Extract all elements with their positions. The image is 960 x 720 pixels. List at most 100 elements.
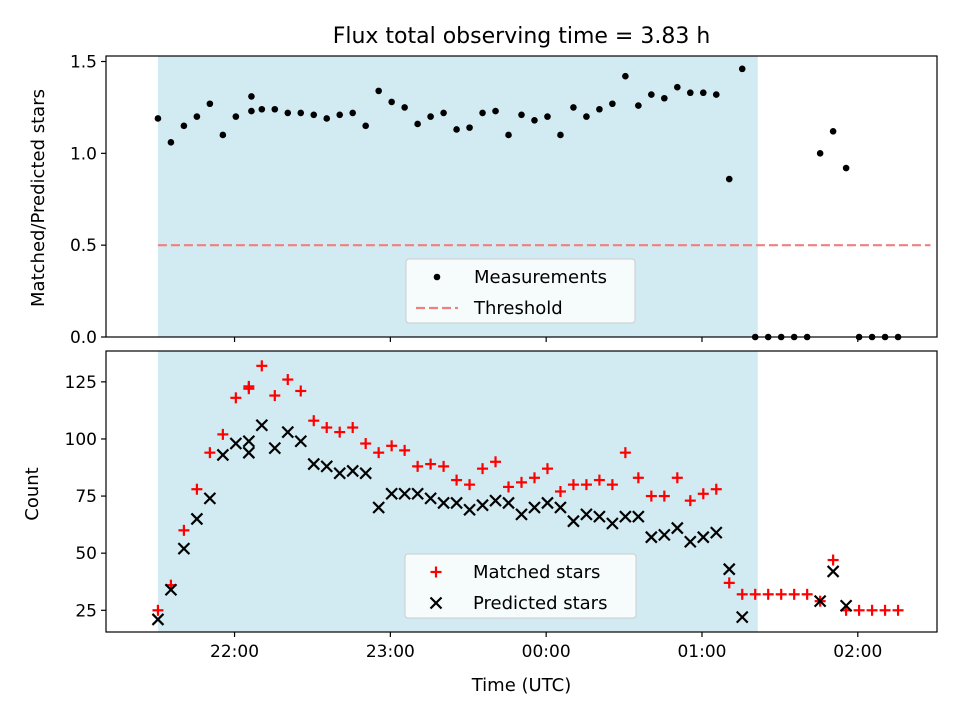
ratio-dot-point-16 (349, 109, 357, 117)
count-x-point-45 (722, 562, 736, 576)
count-x-point-38 (632, 510, 645, 523)
ratio-dot-point-45 (725, 175, 733, 183)
xtick-label-3: 01:00 (677, 642, 726, 662)
count-plus-point-13 (308, 415, 320, 427)
count-plus-point-51 (801, 588, 813, 600)
legend-predicted-icon (429, 596, 443, 610)
count-plus-point-50 (788, 588, 800, 600)
count-x-point-7 (242, 434, 256, 448)
count-x-point-27 (489, 494, 502, 507)
count-x-point-24 (450, 496, 463, 510)
ratio-dot-point-22 (427, 113, 434, 120)
count-x-point-20 (398, 487, 411, 501)
ratio-legend-label-1: Threshold (473, 298, 563, 319)
count-x-point-22 (424, 492, 437, 505)
count-axes: 25 50 75 100 125 22:00 23:00 00:00 01:00 02:00 (65, 350, 938, 662)
count-plus-point-3 (191, 483, 203, 495)
ratio-dot-point-46 (738, 65, 746, 73)
count-x-point-41 (671, 521, 684, 535)
ratio-dot-point-27 (492, 107, 499, 115)
count-plus-point-55 (853, 604, 865, 616)
count-plus-point-43 (697, 488, 709, 500)
ratio-dot-point-11 (284, 109, 292, 117)
count-x-point-23 (437, 496, 450, 510)
ratio-dot-point-34 (583, 113, 590, 120)
ratio-dot-point-37 (622, 72, 629, 80)
count-plus-point-48 (762, 588, 774, 600)
count-plus-point-17 (360, 438, 372, 450)
count-plus-point-6 (230, 392, 242, 404)
count-plus-point-53 (827, 554, 839, 566)
ratio-ytick-label-1: 0.5 (70, 236, 97, 256)
count-ytick-label-3: 100 (65, 430, 97, 450)
ratio-dot-point-52 (816, 150, 824, 157)
count-x-point-2 (177, 542, 191, 555)
count-x-point-16 (346, 464, 359, 478)
count-plus-point-44 (710, 483, 722, 495)
count-plus-point-23 (438, 460, 450, 472)
ratio-dot-point-14 (323, 115, 331, 122)
ratio-legend: Measurements Threshold (405, 258, 636, 324)
count-plus-point-47 (749, 588, 761, 600)
count-frame (105, 350, 938, 633)
count-plus-point-4 (204, 447, 216, 459)
count-plus-point-14 (321, 422, 333, 434)
count-plus-point-41 (671, 472, 683, 484)
count-x-point-1 (164, 583, 178, 597)
ratio-dot-point-0 (154, 115, 162, 122)
count-plus-point-16 (347, 422, 359, 434)
count-x-point-12 (294, 434, 308, 448)
count-plus-point-22 (425, 458, 437, 470)
ratio-dot-point-7 (248, 93, 255, 100)
count-plus-point-20 (399, 444, 411, 456)
count-plus-point-34 (580, 479, 592, 491)
ratio-axes: 0.0 0.5 1.0 1.5 (70, 53, 938, 348)
count-ylabel: Count (22, 467, 43, 520)
ratio-dot-point-17 (362, 122, 369, 130)
ratio-dot-point-12 (297, 109, 305, 117)
count-x-point-39 (645, 530, 658, 544)
ratio-ylabel: Matched/Predicted stars (28, 89, 49, 307)
ratio-ytick-label-3: 1.5 (70, 53, 97, 73)
ratio-dot-point-33 (570, 104, 577, 111)
count-plus-point-11 (282, 374, 294, 386)
count-plus-point-8 (243, 380, 255, 392)
count-x-point-28 (502, 496, 515, 510)
count-plus-point-37 (619, 447, 631, 459)
count-plus-point-10 (269, 390, 281, 402)
count-x-point-40 (658, 528, 671, 542)
count-x-point-30 (528, 501, 541, 514)
count-x-point-18 (372, 501, 385, 514)
count-x-point-11 (281, 425, 295, 439)
count-x-point-48 (826, 565, 840, 578)
count-plus-point-39 (645, 490, 657, 502)
count-x-point-9 (255, 418, 269, 432)
count-legend-label-1: Predicted stars (473, 593, 607, 614)
ratio-dot-point-54 (842, 164, 850, 172)
count-plus-point-42 (684, 495, 696, 507)
count-x-point-13 (307, 457, 321, 471)
count-x-point-17 (359, 466, 372, 480)
count-x-point-44 (709, 526, 723, 539)
ratio-dot-point-44 (712, 91, 720, 98)
ratio-dot-point-26 (479, 109, 486, 117)
ratio-dot-point-8 (248, 107, 255, 115)
count-plus-point-15 (334, 426, 346, 438)
ratio-dot-point-2 (180, 122, 188, 130)
count-x-point-36 (606, 517, 619, 530)
legend-measurements-icon (433, 273, 441, 281)
ratio-legend-label-0: Measurements (474, 267, 607, 288)
ratio-dot-point-36 (609, 100, 616, 108)
count-plus-point-38 (632, 472, 644, 484)
ratio-dot-point-32 (557, 131, 564, 139)
count-x-point-42 (684, 535, 697, 549)
ratio-dot-point-42 (686, 89, 694, 97)
x-axis-label: Time (UTC) (471, 675, 572, 696)
count-plus-point-5 (217, 428, 229, 440)
count-x-point-21 (411, 487, 424, 501)
count-plus-point-32 (554, 486, 566, 497)
ratio-ytick-label-2: 1.0 (70, 144, 97, 164)
count-plus-point-31 (541, 463, 553, 475)
ratio-dot-point-15 (336, 111, 344, 119)
